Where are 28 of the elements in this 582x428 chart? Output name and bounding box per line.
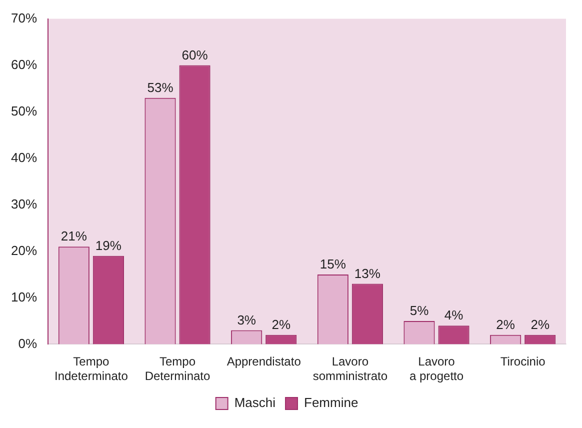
- data-label: 4%: [444, 308, 464, 323]
- data-label: 13%: [354, 266, 381, 281]
- x-tick-label: Tirocinio: [500, 354, 546, 369]
- y-tick-label: 30%: [10, 196, 38, 212]
- x-tick-label: Lavoro a progetto: [409, 354, 464, 384]
- y-tick-label: 70%: [10, 10, 38, 26]
- data-label: 19%: [95, 238, 122, 253]
- legend-label: Maschi: [234, 395, 276, 410]
- data-label: 2%: [272, 316, 291, 332]
- data-label: 53%: [147, 80, 174, 95]
- data-label: 15%: [320, 256, 346, 272]
- data-label: 21%: [60, 228, 88, 244]
- data-label: 5%: [410, 303, 430, 318]
- data-label: 2%: [530, 316, 550, 332]
- x-tick-label: Tempo Determinato: [144, 354, 211, 384]
- y-tick-label: 0%: [18, 336, 38, 351]
- data-label: 3%: [237, 312, 256, 328]
- x-tick-label: Apprendistato: [226, 354, 302, 369]
- y-tick-label: 40%: [10, 150, 38, 165]
- y-tick-label: 20%: [10, 242, 38, 258]
- x-tick-label: Lavoro somministrato: [312, 354, 388, 384]
- data-label: 60%: [182, 47, 208, 62]
- y-tick-label: 50%: [10, 103, 38, 118]
- y-tick-label: 10%: [10, 289, 38, 304]
- legend-label: Femmine: [304, 395, 358, 410]
- x-tick-label: Tempo Indeterminato: [54, 354, 128, 384]
- y-tick-label: 60%: [10, 56, 38, 72]
- data-label: 2%: [496, 316, 516, 332]
